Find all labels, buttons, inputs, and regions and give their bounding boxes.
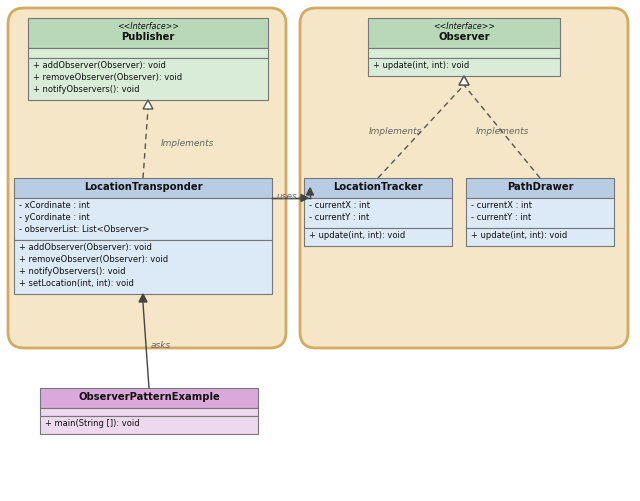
Text: + addObserver(Observer): void: + addObserver(Observer): void	[19, 243, 152, 252]
Polygon shape	[139, 294, 147, 302]
Text: + removeObserver(Observer): void: + removeObserver(Observer): void	[33, 73, 182, 82]
Bar	[14, 198, 272, 240]
Bar	[368, 48, 560, 58]
Text: + notifyObservers(): void: + notifyObservers(): void	[19, 267, 125, 276]
Text: - yCordinate : int: - yCordinate : int	[19, 213, 90, 222]
Text: - currentX : int: - currentX : int	[471, 201, 532, 210]
Bar	[14, 240, 272, 294]
Text: PathDrawer: PathDrawer	[507, 182, 573, 192]
Bar	[368, 18, 560, 48]
Polygon shape	[143, 100, 153, 109]
Bar	[40, 408, 258, 416]
Text: <<Interface>>: <<Interface>>	[433, 22, 495, 31]
Text: + update(int, int): void: + update(int, int): void	[471, 231, 567, 240]
Bar	[28, 48, 268, 58]
FancyBboxPatch shape	[300, 8, 628, 348]
Text: Observer: Observer	[438, 32, 490, 42]
Bar	[28, 58, 268, 100]
Text: + main(String []): void: + main(String []): void	[45, 419, 140, 428]
Bar	[304, 228, 452, 246]
Text: + notifyObservers(): void: + notifyObservers(): void	[33, 85, 140, 94]
Text: + update(int, int): void: + update(int, int): void	[309, 231, 405, 240]
Text: + update(int, int): void: + update(int, int): void	[373, 61, 469, 70]
Bar	[40, 388, 258, 408]
Text: + removeObserver(Observer): void: + removeObserver(Observer): void	[19, 255, 168, 264]
Polygon shape	[459, 76, 469, 85]
Text: asks: asks	[151, 341, 172, 350]
Bar	[304, 178, 452, 198]
Polygon shape	[301, 194, 308, 201]
Text: ObserverPatternExample: ObserverPatternExample	[78, 392, 220, 402]
Text: Publisher: Publisher	[122, 32, 175, 42]
Bar	[368, 58, 560, 76]
Text: LocationTransponder: LocationTransponder	[84, 182, 202, 192]
Text: Implements: Implements	[369, 127, 422, 136]
Text: - currentX : int: - currentX : int	[309, 201, 370, 210]
Bar	[40, 416, 258, 434]
FancyBboxPatch shape	[8, 8, 286, 348]
Text: + setLocation(int, int): void: + setLocation(int, int): void	[19, 279, 134, 288]
Polygon shape	[307, 188, 314, 195]
Bar	[28, 18, 268, 48]
Text: + addObserver(Observer): void: + addObserver(Observer): void	[33, 61, 166, 70]
Text: - observerList: List<Observer>: - observerList: List<Observer>	[19, 225, 150, 234]
Bar	[466, 178, 614, 198]
Bar	[14, 178, 272, 198]
Text: - xCordinate : int: - xCordinate : int	[19, 201, 90, 210]
Text: <<Interface>>: <<Interface>>	[117, 22, 179, 31]
Bar	[304, 198, 452, 228]
Text: - currentY : int: - currentY : int	[471, 213, 531, 222]
Text: LocationTracker: LocationTracker	[333, 182, 423, 192]
Bar	[466, 228, 614, 246]
Text: uses: uses	[276, 192, 298, 201]
Text: Implements: Implements	[476, 127, 529, 136]
Bar	[466, 198, 614, 228]
Text: - currentY : int: - currentY : int	[309, 213, 369, 222]
Polygon shape	[459, 76, 469, 85]
Text: Implements: Implements	[161, 139, 214, 148]
